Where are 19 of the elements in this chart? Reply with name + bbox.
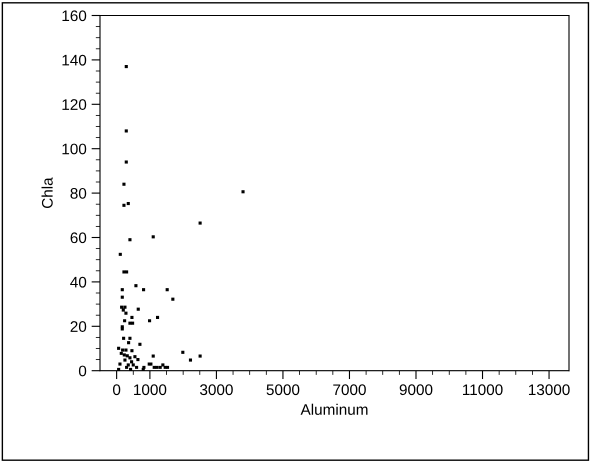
y-tick-label: 40: [70, 276, 86, 288]
y-tick-label: 20: [70, 321, 86, 332]
x-tick-label: 5000: [266, 384, 300, 396]
x-tick-label: 11000: [463, 384, 503, 396]
y-tick-label: 120: [62, 99, 86, 110]
y-tick-label: 100: [62, 144, 86, 154]
y-tick-label: 80: [70, 188, 86, 199]
y-tick-label: 0: [78, 366, 86, 376]
x-tick-label: 13000: [528, 384, 570, 396]
x-tick-label: 1000: [134, 384, 166, 396]
x-tick-label: 7000: [333, 384, 366, 396]
y-axis-title: Chla: [42, 177, 53, 208]
x-tick-label: 0: [112, 384, 120, 396]
y-tick-label: 160: [62, 10, 86, 22]
y-tick-label: 60: [70, 232, 86, 244]
x-tick-label: 9000: [400, 384, 432, 396]
y-tick-label: 140: [62, 54, 86, 66]
x-tick-label: 3000: [200, 384, 233, 396]
x-axis-title: Aluminum: [300, 404, 368, 415]
